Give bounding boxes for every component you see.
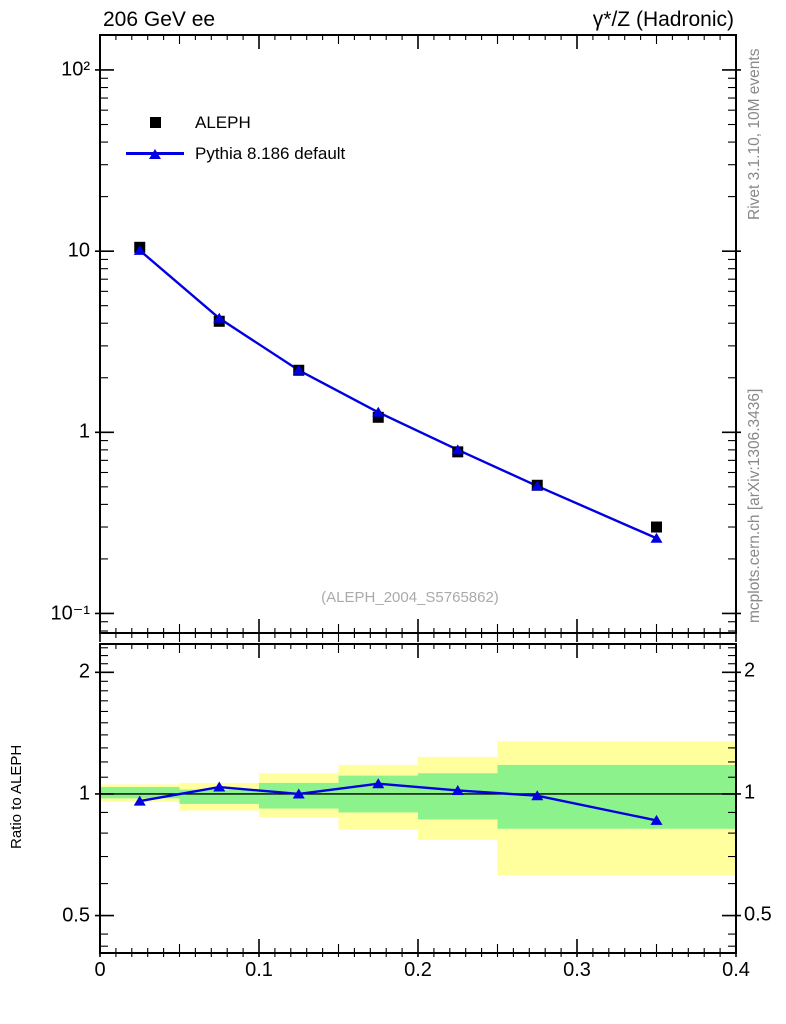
mc-triangle-marker	[213, 312, 226, 323]
x-tick-label: 0.2	[404, 959, 432, 981]
ratio-axis-title: Ratio to ALEPH	[8, 744, 25, 850]
ratio-triangle-marker	[292, 788, 305, 799]
green-band-bin	[418, 773, 498, 820]
green-band-bin	[179, 789, 259, 804]
ratio-y-tick-label-right: 0.5	[744, 903, 772, 926]
legend: ALEPH Pythia 8.186 default	[126, 107, 345, 169]
ratio-triangle-marker	[133, 795, 146, 806]
x-tick-label: 0	[94, 959, 106, 981]
analysis-watermark: (ALEPH_2004_S5765862)	[321, 589, 499, 606]
ratio-y-tick-label-right: 2	[744, 659, 756, 682]
ratio-triangle-markers	[133, 778, 663, 825]
ratio-y-tick-label-left: 1	[78, 782, 90, 805]
mc-triangle-marker	[650, 532, 663, 543]
mc-triangle-marker	[372, 406, 385, 417]
legend-item-data: ALEPH	[126, 107, 345, 138]
ratio-triangle-marker	[531, 790, 544, 801]
mcplots-attribution-label: mcplots.cern.ch [arXiv:1306.3436]	[746, 388, 763, 624]
mc-triangle-marker	[133, 244, 146, 255]
x-tick-label: 0.1	[245, 959, 273, 981]
beam-energy-title: 206 GeV ee	[103, 8, 216, 31]
ratio-uncertainty-bands	[100, 741, 736, 876]
data-square-marker	[651, 521, 662, 533]
main-y-tick-label: 1	[78, 420, 90, 443]
ratio-triangle-marker	[650, 814, 663, 825]
main-y-tick-label: 10²	[61, 58, 90, 81]
mc-triangle-marker	[531, 480, 544, 491]
blue-triangle-line-marker-icon	[126, 148, 184, 159]
mc-triangle-marker	[292, 364, 305, 375]
ratio-y-tick-label-left: 2	[78, 660, 90, 683]
mc-triangle-markers	[133, 244, 663, 543]
ratio-triangle-marker	[213, 781, 226, 792]
mc-prediction-line	[138, 249, 657, 540]
x-tick-label: 0.3	[563, 959, 591, 981]
ratio-y-tick-label-left: 0.5	[62, 904, 90, 927]
black-square-marker-icon	[126, 117, 184, 128]
main-y-tick-label: 10⁻¹	[50, 602, 90, 625]
main-y-tick-label: 10	[67, 239, 90, 262]
data-square-marker	[372, 411, 384, 423]
legend-item-mc: Pythia 8.186 default	[126, 138, 345, 169]
ratio-y-tick-label-right: 1	[744, 781, 756, 804]
x-tick-label: 0.4	[722, 959, 750, 981]
ratio-triangle-marker	[372, 778, 385, 789]
legend-label-data: ALEPH	[195, 112, 251, 132]
legend-label-mc: Pythia 8.186 default	[195, 143, 346, 163]
process-title: γ*/Z (Hadronic)	[592, 8, 734, 31]
green-band-bin	[100, 787, 180, 799]
ratio-triangle-marker	[451, 784, 464, 795]
rivet-version-label: Rivet 3.1.10, 10M events	[746, 48, 763, 220]
mc-triangle-marker	[451, 444, 464, 455]
data-point-markers	[134, 241, 662, 533]
tick-marks	[95, 35, 741, 957]
